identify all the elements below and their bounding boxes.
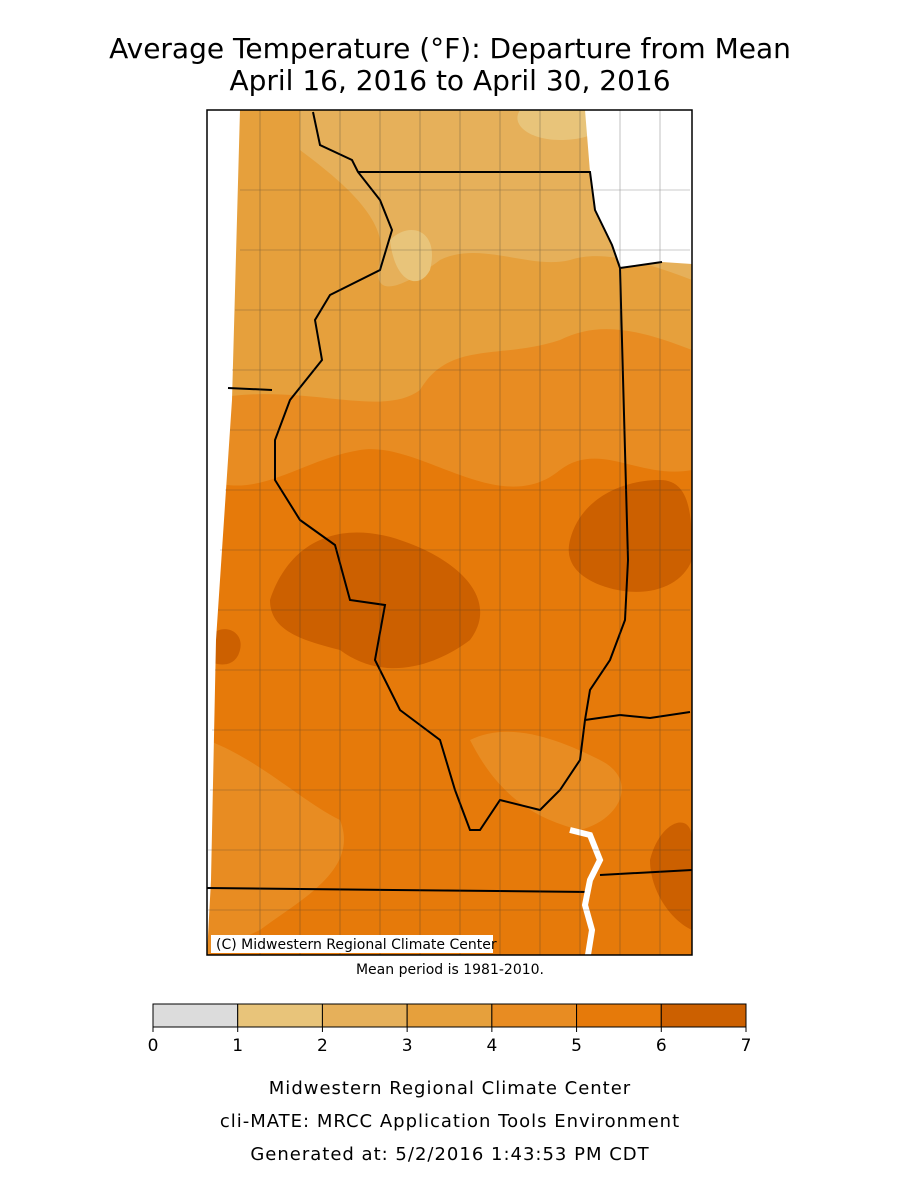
legend-swatch: [237, 1003, 323, 1028]
footer-line: Midwestern Regional Climate Center: [269, 1078, 631, 1099]
river: [569, 827, 604, 955]
temperature-band: [207, 740, 344, 955]
legend-tick-label: 7: [741, 1036, 752, 1056]
footer-line: cli-MATE: MRCC Application Tools Environ…: [220, 1111, 680, 1132]
credit-box: [211, 935, 493, 953]
temperature-band: [270, 532, 481, 669]
legend-tick-label: 1: [232, 1036, 243, 1056]
legend-tick-label: 3: [402, 1036, 413, 1056]
temperature-band: [390, 230, 432, 282]
temperature-band: [650, 822, 692, 930]
map-frame: [206, 109, 693, 956]
state-border: [274, 111, 630, 831]
legend-tick-label: 4: [486, 1036, 497, 1056]
legend-tick-label: 6: [656, 1036, 667, 1056]
title: Average Temperature (°F): Departure from…: [109, 32, 791, 65]
legend-swatch: [152, 1003, 239, 1028]
temperature-fill: [207, 110, 692, 955]
lake-michigan: [585, 110, 692, 268]
footer-line: Generated at: 5/2/2016 1:43:53 PM CDT: [250, 1144, 649, 1165]
temperature-band: [568, 480, 692, 592]
county-lines: [208, 110, 690, 955]
mean-note: Mean period is 1981-2010.: [356, 962, 544, 978]
borders: [207, 110, 692, 955]
no-data-area: [207, 110, 240, 955]
subtitle: April 16, 2016 to April 30, 2016: [229, 64, 670, 97]
temperature-band: [470, 731, 622, 830]
state-border: [358, 171, 663, 269]
legend-tick-label: 0: [148, 1036, 159, 1056]
legend-swatch: [491, 1003, 578, 1028]
legend-swatch: [321, 1003, 408, 1028]
legend-tick-label: 5: [571, 1036, 582, 1056]
color-legend: 0 1 2 3 4 5 6 7: [148, 1003, 752, 1056]
state-border: [207, 387, 692, 893]
legend-swatch: [406, 1003, 493, 1028]
legend-swatch: [660, 1003, 747, 1028]
legend-tick-label: 2: [317, 1036, 328, 1056]
legend-swatch: [576, 1003, 662, 1028]
credit: (C) Midwestern Regional Climate Center: [216, 937, 497, 953]
temperature-band: [517, 110, 603, 140]
